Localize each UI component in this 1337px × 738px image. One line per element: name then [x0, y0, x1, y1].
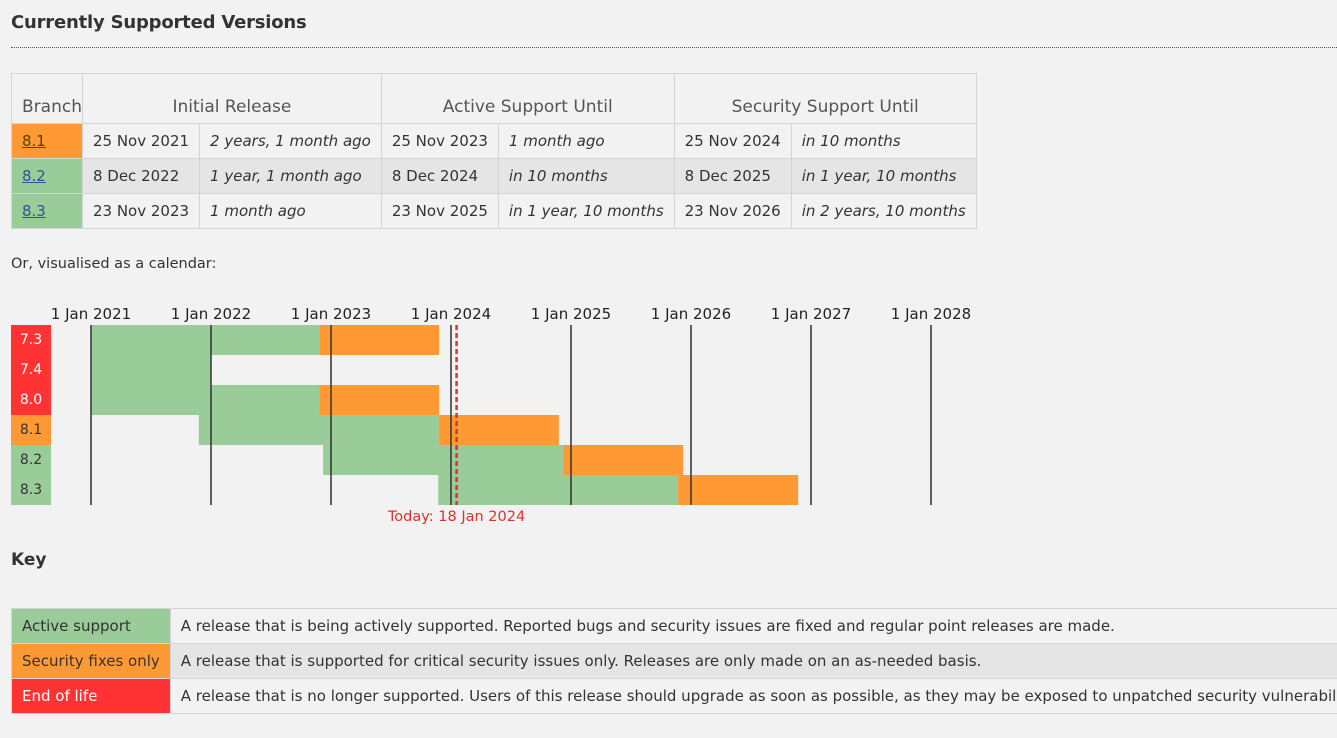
branch-link-8-3[interactable]: 8.3: [22, 202, 46, 220]
active-support-bar: [91, 355, 211, 385]
table-row: 8.1 25 Nov 2021 2 years, 1 month ago 25 …: [11, 123, 977, 159]
active-support-bar: [198, 415, 439, 445]
table-row: 8.2 8 Dec 2022 1 year, 1 month ago 8 Dec…: [11, 158, 977, 194]
header-initial-release: Initial Release: [81, 73, 382, 124]
key-active-support-label: Active support: [11, 608, 171, 644]
support-calendar: 7.3 7.4 8.0 8.1 8.2 8.3 1 Jan 2021 1 Jan 2022 1 …: [0, 300, 1000, 540]
active-support-bar: [438, 475, 679, 505]
initial-release-relative: 1 month ago: [199, 193, 382, 229]
security-support-bar: [678, 475, 799, 505]
key-row-security: Security fixes only A release that is su…: [11, 643, 1337, 679]
active-support-relative: 1 month ago: [497, 123, 675, 159]
active-support-date: 23 Nov 2025: [380, 193, 499, 229]
initial-release-relative: 1 year, 1 month ago: [199, 158, 382, 194]
security-support-relative: in 1 year, 10 months: [790, 158, 977, 194]
calendar-branch-label: 8.1: [11, 415, 51, 445]
key-table: Active support A release that is being a…: [11, 608, 1337, 714]
calendar-branch-label: 8.0: [11, 385, 51, 415]
branch-cell: 8.3: [11, 193, 83, 229]
supported-versions-table: Branch Initial Release Active Support Un…: [11, 73, 977, 229]
key-end-of-life-description: A release that is no longer supported. U…: [169, 678, 1337, 714]
calendar-intro-text: Or, visualised as a calendar:: [11, 256, 217, 272]
key-security-fixes-description: A release that is supported for critical…: [169, 643, 1337, 679]
header-active-support: Active Support Until: [380, 73, 675, 124]
today-label: Today: 18 Jan 2024: [387, 509, 526, 525]
active-support-date: 8 Dec 2024: [380, 158, 499, 194]
year-label: 1 Jan 2021: [50, 305, 132, 323]
header-branch: Branch: [11, 73, 83, 124]
security-support-date: 23 Nov 2026: [673, 193, 792, 229]
year-label: 1 Jan 2028: [890, 305, 972, 323]
year-label: 1 Jan 2024: [410, 305, 492, 323]
initial-release-date: 23 Nov 2023: [81, 193, 201, 229]
active-support-bar: [323, 445, 564, 475]
calendar-chart: [90, 325, 932, 505]
initial-release-date: 25 Nov 2021: [81, 123, 201, 159]
key-security-fixes-label: Security fixes only: [11, 643, 171, 679]
calendar-branch-label: 8.2: [11, 445, 51, 475]
key-end-of-life-label: End of life: [11, 678, 171, 714]
initial-release-relative: 2 years, 1 month ago: [199, 123, 382, 159]
active-support-relative: in 1 year, 10 months: [497, 193, 675, 229]
calendar-branch-label: 8.3: [11, 475, 51, 505]
year-label: 1 Jan 2023: [290, 305, 372, 323]
security-support-relative: in 10 months: [790, 123, 977, 159]
page-title: Currently Supported Versions: [11, 12, 307, 33]
key-row-eol: End of life A release that is no longer …: [11, 678, 1337, 714]
security-support-relative: in 2 years, 10 months: [790, 193, 977, 229]
initial-release-date: 8 Dec 2022: [81, 158, 201, 194]
year-label: 1 Jan 2027: [770, 305, 852, 323]
year-label: 1 Jan 2022: [170, 305, 252, 323]
active-support-relative: in 10 months: [497, 158, 675, 194]
branch-cell: 8.2: [11, 158, 83, 194]
calendar-branch-label: 7.3: [11, 325, 51, 355]
security-support-bar: [319, 385, 440, 415]
branch-link-8-2[interactable]: 8.2: [22, 167, 46, 185]
security-support-bar: [438, 415, 559, 445]
year-label: 1 Jan 2026: [650, 305, 732, 323]
year-label: 1 Jan 2025: [530, 305, 612, 323]
active-support-date: 25 Nov 2023: [380, 123, 499, 159]
active-support-bar: [91, 385, 320, 415]
security-support-date: 8 Dec 2025: [673, 158, 792, 194]
key-active-support-description: A release that is being actively support…: [169, 608, 1337, 644]
active-support-bar: [91, 325, 320, 355]
security-support-bar: [319, 325, 440, 355]
branch-cell: 8.1: [11, 123, 83, 159]
table-header-row: Branch Initial Release Active Support Un…: [11, 73, 977, 124]
title-divider: [11, 47, 1337, 48]
key-row-active: Active support A release that is being a…: [11, 608, 1337, 644]
security-support-bar: [563, 445, 684, 475]
calendar-branch-label: 7.4: [11, 355, 51, 385]
security-support-date: 25 Nov 2024: [673, 123, 792, 159]
branch-link-8-1[interactable]: 8.1: [22, 132, 46, 150]
header-security-support: Security Support Until: [673, 73, 977, 124]
key-heading: Key: [11, 550, 47, 570]
table-row: 8.3 23 Nov 2023 1 month ago 23 Nov 2025 …: [11, 193, 977, 229]
